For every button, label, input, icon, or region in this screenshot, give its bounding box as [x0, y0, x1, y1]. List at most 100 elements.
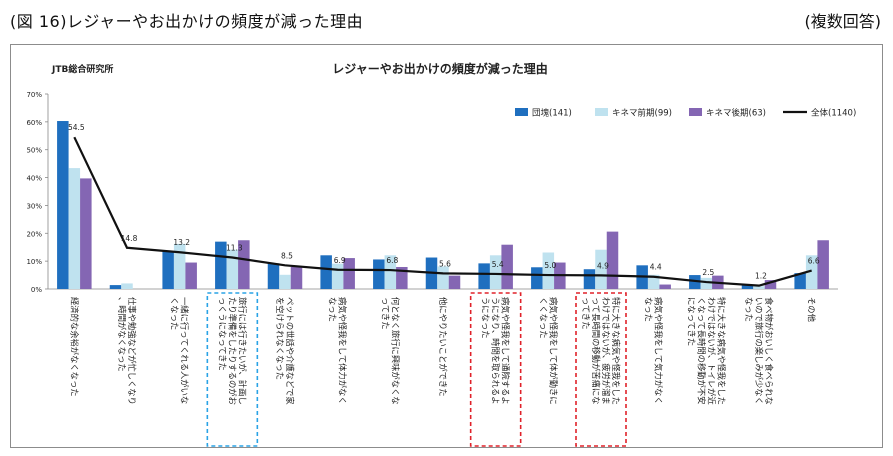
bar [606, 231, 619, 289]
bar [121, 283, 133, 289]
category-label-line: いので旅行の楽しみが少なく [754, 297, 764, 405]
category-label-line: なった [644, 297, 654, 322]
y-tick-label: 40% [26, 175, 42, 183]
bar [741, 285, 754, 289]
category-label: 特に大きな病気や怪我をしたわけではないが、疲労が溜まって長時間の移動が苦痛になっ… [581, 297, 621, 405]
category-label-line: その他 [807, 297, 817, 322]
bar [659, 284, 671, 289]
category-label-line: わけではないが、疲労が溜ま [601, 297, 611, 405]
bar [689, 275, 701, 289]
chart-frame [10, 44, 883, 448]
bar [215, 241, 227, 289]
source-label: JTB総合研究所 [51, 63, 113, 75]
bar [290, 266, 303, 289]
total-data-label: 5.0 [544, 261, 556, 270]
y-tick-label: 10% [26, 258, 42, 266]
total-data-label: 5.6 [439, 259, 451, 268]
legend-swatch [689, 108, 702, 116]
legend: 団塊(141) キネマ前期(99) キネマ後期(63) 全体(1140) [515, 108, 856, 119]
category-label-line: ってきた [581, 297, 591, 330]
bar [384, 255, 397, 289]
total-data-label: 6.6 [808, 257, 820, 266]
legend-label: 全体(1140) [811, 108, 856, 119]
category-label: 経済的な余裕がなくなった [69, 297, 79, 397]
category-label-line: なった [328, 297, 338, 322]
total-data-label: 1.2 [755, 272, 767, 281]
y-tick-label: 50% [26, 147, 42, 155]
category-label-line: たり準備をしたりするのがお [227, 297, 237, 405]
total-data-label: 2.5 [702, 268, 714, 277]
bar [583, 269, 596, 289]
category-label-line: 一緒に行ってくれる人がいな [180, 297, 190, 404]
total-data-label: 8.5 [281, 251, 293, 260]
y-tick-label: 70% [26, 91, 42, 99]
category-label-line: 何となく旅行に興味がなくな [390, 297, 400, 405]
total-line-group: 54.5 14.8 13.2 11.3 8.5 6.9 6.8 5.6 5.4 5.0 4.9 4.4… [68, 123, 820, 287]
total-data-label: 13.2 [173, 238, 190, 247]
bar [396, 266, 408, 289]
y-tick-label: 20% [26, 230, 42, 238]
bar [162, 251, 174, 289]
category-label: 他にやりたいことができた [438, 297, 448, 397]
bar [279, 274, 291, 289]
figure-title: (図 16)レジャーやお出かけの頻度が減った理由 [10, 12, 364, 31]
category-label-line: うになった [481, 297, 491, 339]
category-label-line: ペットの世話や介護などで家 [285, 297, 295, 405]
bar [595, 249, 607, 289]
multiple-answer-note: (複数回答) [804, 12, 882, 31]
category-label-line: 経済的な余裕がなくなった [69, 297, 79, 397]
bar [331, 263, 344, 289]
category-label-line: 特に大きな病気や怪我をした [716, 297, 726, 405]
bar [238, 240, 250, 289]
category-label-line: わけではないが、トイレが近 [706, 297, 716, 405]
bar [185, 262, 197, 289]
category-label-line: になってきた [686, 297, 696, 346]
bar [57, 121, 69, 290]
category-label-line: くなった [170, 297, 180, 330]
bar [531, 267, 543, 289]
category-label-line: なった [744, 297, 754, 322]
highlight-boxes [206, 292, 627, 447]
bar [68, 168, 81, 289]
category-label-line: 仕事や勉強などが忙しくなり [127, 297, 137, 405]
total-line [73, 136, 812, 287]
category-label-line: 旅行には行きたいが、計画し [237, 297, 247, 405]
category-label: その他 [807, 297, 817, 322]
bar [489, 255, 502, 289]
bar [817, 240, 829, 289]
category-label-line: くなって長時間の移動が不安 [696, 297, 706, 404]
bar [542, 252, 555, 289]
bar [764, 280, 777, 289]
bar [373, 259, 385, 289]
highlight-box [575, 292, 627, 447]
total-data-label: 6.8 [386, 256, 398, 265]
y-tick-label: 30% [26, 202, 42, 210]
category-label-line: を空けられなくなった [275, 297, 285, 380]
category-label-line: 病気や怪我をして通院するよ [501, 297, 511, 405]
bar [343, 258, 355, 289]
bar [753, 286, 765, 289]
category-label-line: ってきた [380, 297, 390, 330]
bar [80, 178, 92, 289]
bar [173, 243, 186, 289]
category-label-line: って長時間の移動が苦痛にな [591, 297, 601, 404]
legend-swatch [515, 108, 528, 116]
category-label-line: 病気や怪我をして体が動きに [548, 297, 558, 405]
bar [320, 255, 332, 289]
category-label-line: 特に大きな病気や怪我をした [611, 297, 621, 405]
category-label-line: 病気や怪我をして気力がなく [654, 297, 664, 405]
total-data-label: 11.3 [226, 244, 243, 253]
bar [437, 266, 449, 289]
total-data-label: 4.9 [597, 261, 609, 270]
bar [794, 273, 806, 289]
bar [226, 249, 239, 289]
category-label-line: っくうになってきた [217, 297, 227, 371]
